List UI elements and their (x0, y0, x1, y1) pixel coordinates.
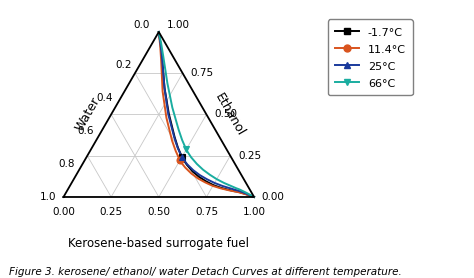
Text: Water: Water (73, 95, 103, 134)
Text: Figure 3. kerosene/ ethanol/ water Detach Curves at different temperature.: Figure 3. kerosene/ ethanol/ water Detac… (9, 267, 402, 277)
Text: 0.50: 0.50 (214, 110, 237, 120)
Text: 0.50: 0.50 (147, 207, 170, 217)
Legend: -1.7°C, 11.4°C, 25°C, 66°C: -1.7°C, 11.4°C, 25°C, 66°C (328, 19, 412, 95)
Text: 0.6: 0.6 (77, 126, 94, 136)
Text: Kerosene-based surrogate fuel: Kerosene-based surrogate fuel (68, 237, 249, 250)
Text: 0.25: 0.25 (100, 207, 123, 217)
Text: 0.75: 0.75 (195, 207, 218, 217)
Text: 0.2: 0.2 (116, 60, 132, 70)
Text: Ethanol: Ethanol (212, 91, 247, 138)
Text: 1.00: 1.00 (166, 20, 190, 30)
Text: 0.00: 0.00 (52, 207, 75, 217)
Text: 0.0: 0.0 (133, 20, 149, 30)
Text: 1.00: 1.00 (243, 207, 265, 217)
Text: 1.0: 1.0 (39, 192, 56, 202)
Text: 0.4: 0.4 (97, 93, 113, 103)
Text: 0.25: 0.25 (238, 151, 261, 161)
Text: 0.8: 0.8 (58, 159, 75, 169)
Text: 0.75: 0.75 (190, 68, 213, 78)
Text: 0.00: 0.00 (262, 192, 284, 202)
